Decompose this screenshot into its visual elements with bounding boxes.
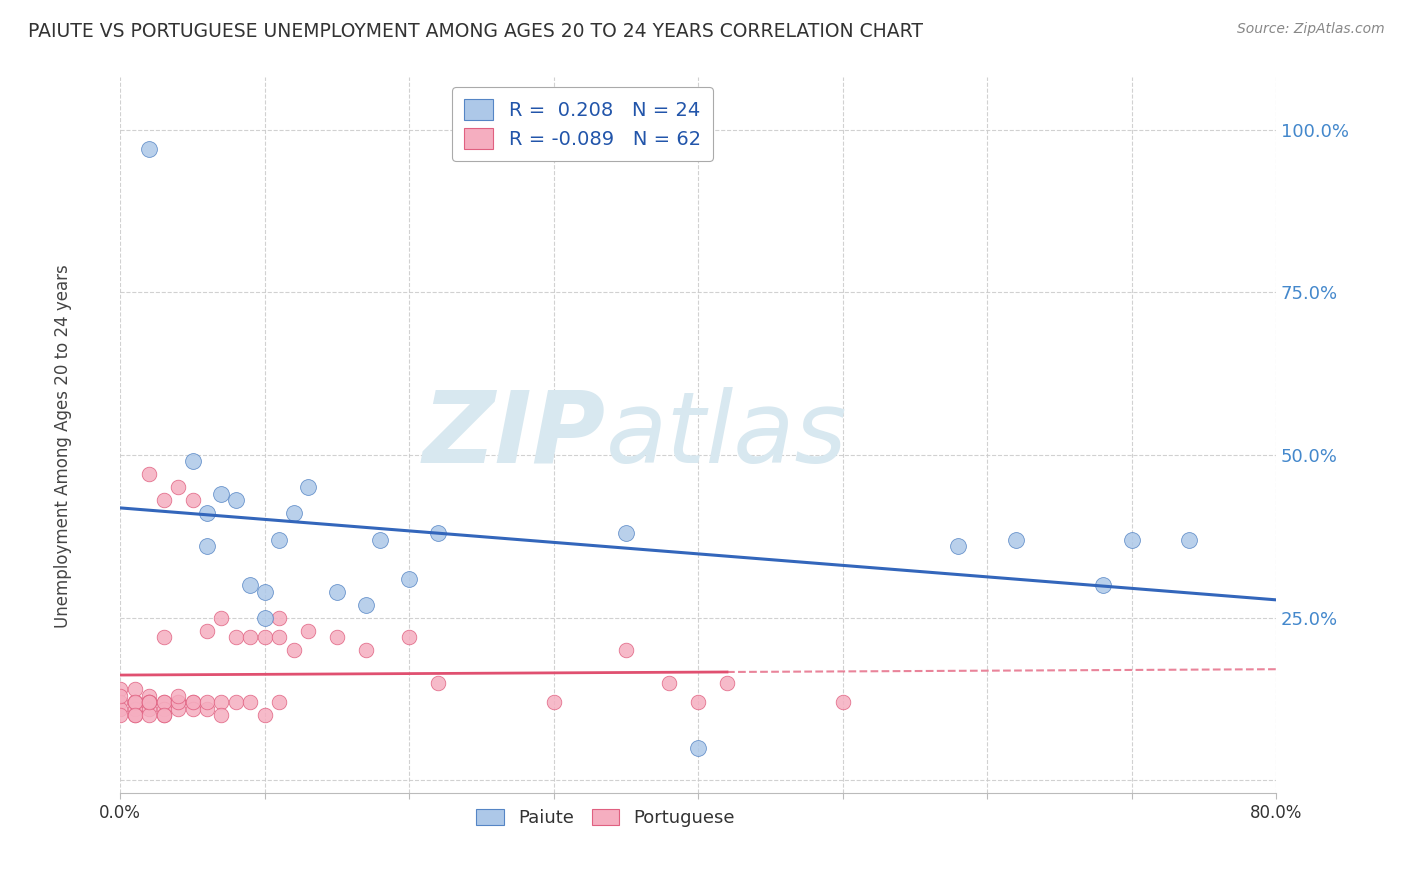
Point: [297, 480, 319, 494]
Point: [269, 695, 291, 709]
Point: [152, 708, 174, 723]
Point: [138, 689, 160, 703]
Point: [946, 539, 969, 553]
Point: [181, 493, 204, 508]
Point: [253, 708, 276, 723]
Legend: Paiute, Portuguese: Paiute, Portuguese: [470, 802, 742, 834]
Point: [138, 142, 160, 156]
Point: [354, 643, 377, 657]
Point: [167, 480, 190, 494]
Point: [239, 578, 262, 592]
Point: [1121, 533, 1143, 547]
Point: [209, 708, 232, 723]
Point: [124, 708, 146, 723]
Point: [110, 682, 132, 697]
Point: [124, 708, 146, 723]
Point: [427, 526, 450, 541]
Point: [225, 695, 247, 709]
Point: [195, 695, 218, 709]
Point: [110, 708, 132, 723]
Text: PAIUTE VS PORTUGUESE UNEMPLOYMENT AMONG AGES 20 TO 24 YEARS CORRELATION CHART: PAIUTE VS PORTUGUESE UNEMPLOYMENT AMONG …: [28, 22, 924, 41]
Point: [138, 467, 160, 482]
Point: [398, 572, 420, 586]
Point: [326, 630, 349, 644]
Text: Unemployment Among Ages 20 to 24 years: Unemployment Among Ages 20 to 24 years: [55, 264, 72, 628]
Point: [124, 702, 146, 716]
Point: [110, 689, 132, 703]
Point: [110, 702, 132, 716]
Point: [658, 675, 681, 690]
Point: [368, 533, 391, 547]
Point: [152, 702, 174, 716]
Point: [181, 695, 204, 709]
Point: [167, 695, 190, 709]
Point: [181, 702, 204, 716]
Point: [181, 454, 204, 468]
Point: [283, 507, 305, 521]
Point: [152, 695, 174, 709]
Point: [269, 533, 291, 547]
Point: [326, 584, 349, 599]
Point: [124, 695, 146, 709]
Point: [831, 695, 853, 709]
Point: [167, 702, 190, 716]
Point: [239, 695, 262, 709]
Point: [124, 695, 146, 709]
Point: [138, 708, 160, 723]
Point: [209, 695, 232, 709]
Point: [253, 584, 276, 599]
Point: [688, 695, 710, 709]
Point: [1178, 533, 1201, 547]
Point: [239, 630, 262, 644]
Point: [269, 610, 291, 624]
Point: [138, 702, 160, 716]
Point: [427, 675, 450, 690]
Point: [688, 740, 710, 755]
Point: [167, 695, 190, 709]
Text: Source: ZipAtlas.com: Source: ZipAtlas.com: [1237, 22, 1385, 37]
Point: [209, 487, 232, 501]
Point: [110, 695, 132, 709]
Point: [181, 695, 204, 709]
Point: [152, 708, 174, 723]
Point: [195, 507, 218, 521]
Point: [225, 493, 247, 508]
Point: [398, 630, 420, 644]
Point: [124, 682, 146, 697]
Text: ZIP: ZIP: [423, 387, 606, 483]
Point: [1005, 533, 1028, 547]
Point: [1091, 578, 1114, 592]
Point: [138, 695, 160, 709]
Point: [195, 624, 218, 638]
Point: [124, 695, 146, 709]
Point: [152, 630, 174, 644]
Point: [225, 630, 247, 644]
Point: [614, 643, 637, 657]
Point: [716, 675, 738, 690]
Point: [209, 610, 232, 624]
Point: [152, 695, 174, 709]
Point: [283, 643, 305, 657]
Point: [152, 493, 174, 508]
Point: [354, 598, 377, 612]
Point: [297, 624, 319, 638]
Point: [138, 695, 160, 709]
Point: [614, 526, 637, 541]
Point: [195, 539, 218, 553]
Point: [138, 695, 160, 709]
Point: [195, 702, 218, 716]
Text: atlas: atlas: [606, 387, 848, 483]
Point: [543, 695, 565, 709]
Point: [269, 630, 291, 644]
Point: [253, 610, 276, 624]
Point: [253, 630, 276, 644]
Point: [167, 689, 190, 703]
